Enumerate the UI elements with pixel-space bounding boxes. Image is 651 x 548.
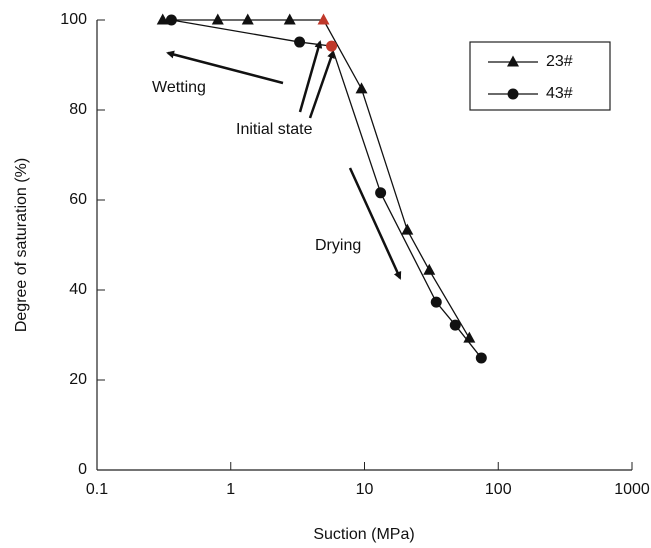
drying-arrow — [348, 167, 402, 280]
legend-marker — [507, 55, 519, 67]
legend-box — [469, 41, 611, 111]
x-tick-label: 1000 — [614, 481, 650, 498]
marker — [283, 13, 296, 25]
marker — [430, 296, 442, 308]
marker — [294, 36, 306, 48]
x-axis-label: Suction (MPa) — [313, 526, 414, 543]
marker — [475, 352, 487, 364]
marker — [401, 223, 414, 235]
y-tick-label: 20 — [69, 371, 87, 388]
legend-label: 43# — [546, 85, 573, 102]
y-axis-label: Degree of saturation (%) — [13, 158, 30, 332]
series-line — [162, 19, 470, 339]
marker — [355, 82, 368, 94]
annotation: Drying — [315, 237, 361, 254]
marker — [375, 187, 387, 199]
marker — [241, 13, 254, 25]
y-tick-label: 0 — [78, 461, 87, 478]
y-tick-label: 40 — [69, 281, 87, 298]
x-tick-label: 10 — [356, 481, 374, 498]
y-tick-label: 100 — [60, 11, 87, 28]
marker — [156, 13, 169, 25]
annotation: Initial state — [236, 121, 313, 138]
wetting-arrow — [166, 50, 284, 85]
marker — [317, 13, 330, 25]
initial-arrow — [298, 40, 323, 113]
legend-label: 23# — [546, 53, 573, 70]
x-tick-label: 100 — [485, 481, 512, 498]
marker — [211, 13, 224, 25]
marker — [423, 263, 436, 275]
x-tick-label: 1 — [226, 481, 235, 498]
legend-marker — [507, 88, 519, 100]
marker — [326, 40, 338, 52]
marker — [165, 14, 177, 26]
marker — [449, 319, 461, 331]
annotation: Wetting — [152, 79, 206, 96]
y-tick-label: 80 — [69, 101, 87, 118]
y-tick-label: 60 — [69, 191, 87, 208]
x-tick-label: 0.1 — [86, 481, 108, 498]
initial-arrow — [308, 50, 335, 119]
